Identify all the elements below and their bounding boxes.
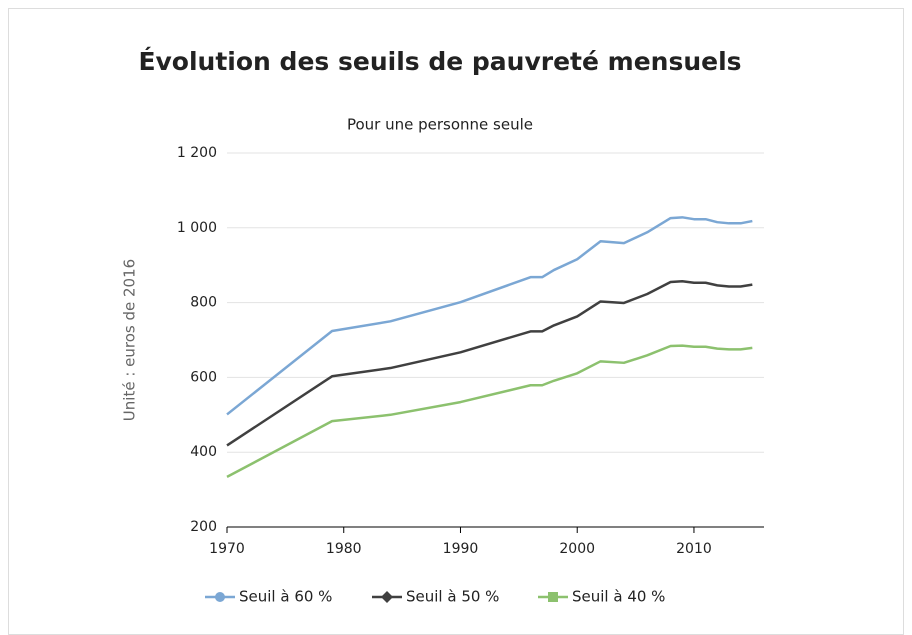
- legend-marker: [381, 591, 393, 603]
- x-tick-label: 2010: [676, 541, 712, 557]
- chart-subtitle: Pour une personne seule: [347, 116, 533, 134]
- legend-label: Seuil à 60 %: [239, 588, 332, 606]
- y-tick-label: 200: [190, 519, 217, 535]
- y-axis-label: Unité : euros de 2016: [121, 259, 139, 421]
- chart-title: Évolution des seuils de pauvreté mensuel…: [138, 47, 741, 76]
- x-tick-label: 1970: [209, 541, 245, 557]
- legend-marker: [548, 592, 558, 602]
- chart-frame: [8, 8, 904, 635]
- legend-label: Seuil à 40 %: [572, 588, 665, 606]
- y-tick-label: 400: [190, 444, 217, 460]
- series-line: [226, 344, 753, 478]
- y-tick-label: 800: [190, 295, 217, 311]
- legend-marker: [215, 592, 225, 602]
- series-line: [226, 216, 753, 416]
- x-tick-label: 1990: [443, 541, 479, 557]
- y-tick-label: 1 200: [177, 145, 217, 161]
- y-tick-label: 1 000: [177, 220, 217, 236]
- legend-label: Seuil à 50 %: [406, 588, 499, 606]
- y-tick-label: 600: [190, 369, 217, 385]
- series-line: [226, 280, 753, 447]
- x-tick-label: 2000: [559, 541, 595, 557]
- x-tick-label: 1980: [326, 541, 362, 557]
